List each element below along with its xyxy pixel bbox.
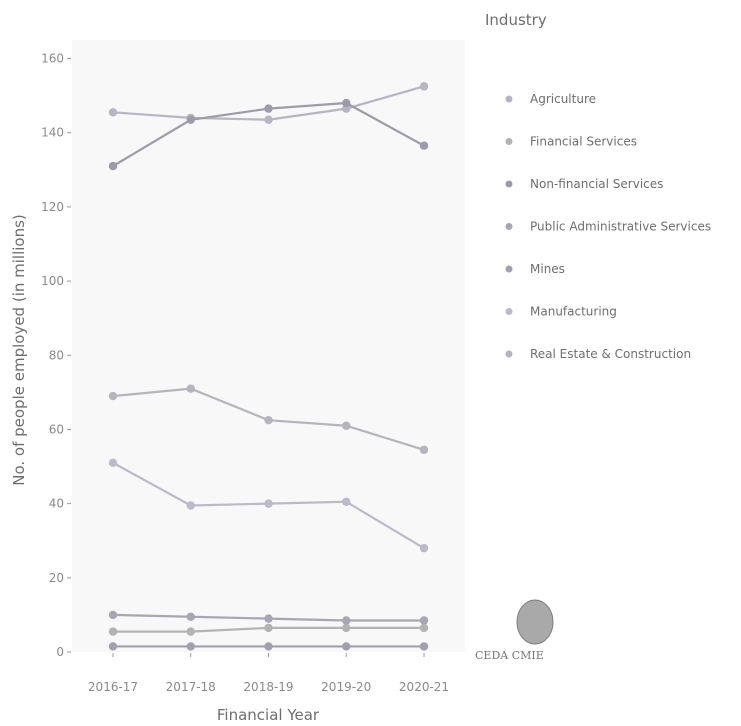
credit-text: CEDA CMIE: [475, 649, 544, 662]
x-tick-label: 2018-19: [243, 680, 293, 694]
globe-logo-icon: [516, 599, 554, 645]
y-tick-label: 40: [49, 497, 64, 511]
data-point: [342, 642, 351, 651]
series-layer: [108, 82, 429, 651]
legend-item: Agriculture: [505, 92, 596, 106]
data-point: [264, 115, 273, 124]
legend-label: Manufacturing: [530, 305, 617, 319]
data-point: [186, 612, 195, 621]
x-tick-label: 2020-21: [399, 680, 449, 694]
legend-marker: [505, 138, 513, 145]
x-axis: 2016-17 2017-18 2018-19 2019-20 2020-21: [88, 653, 449, 694]
data-point: [186, 642, 195, 651]
y-tick-label: 0: [56, 645, 64, 659]
series-manufacturing: [108, 458, 429, 553]
data-point: [264, 642, 273, 651]
data-point: [108, 642, 118, 651]
y-tick-label: 60: [49, 422, 64, 436]
data-point: [419, 642, 429, 651]
data-point: [264, 614, 273, 623]
data-point: [108, 458, 118, 468]
legend-marker: [505, 180, 513, 188]
data-point: [342, 616, 351, 625]
series-real-estate-construction: [108, 384, 429, 455]
data-point: [108, 108, 118, 117]
credit: CEDA CMIE: [475, 599, 554, 662]
data-point: [108, 627, 118, 636]
legend-label: Mines: [530, 262, 565, 276]
legend-label: Financial Services: [530, 135, 637, 149]
legend-title: Industry: [485, 11, 547, 29]
data-point: [419, 82, 429, 91]
data-point: [108, 610, 118, 620]
data-point: [264, 499, 273, 508]
series-financial-services: [108, 623, 429, 636]
data-point: [419, 141, 429, 150]
legend-label: Non-financial Services: [530, 177, 663, 191]
legend: Agriculture Financial Services Non-financi…: [505, 92, 711, 361]
legend-item: Mines: [505, 262, 565, 276]
legend-label: Real Estate & Construction: [530, 347, 691, 361]
legend-marker: [505, 308, 513, 315]
data-point: [186, 501, 195, 510]
y-tick-label: 140: [41, 126, 64, 140]
series-non-financial-services: [108, 98, 429, 171]
series-mines: [108, 642, 429, 651]
data-point: [419, 623, 429, 633]
legend-item: Manufacturing: [505, 305, 617, 319]
data-point: [342, 623, 351, 633]
legend-marker: [505, 350, 513, 358]
y-tick-label: 120: [41, 200, 64, 214]
y-tick-label: 20: [49, 571, 64, 585]
legend-marker: [505, 265, 513, 273]
legend-label: Public Administrative Services: [530, 220, 711, 234]
data-point: [264, 623, 273, 633]
x-tick-label: 2017-18: [166, 680, 216, 694]
data-point: [108, 391, 118, 401]
data-point: [186, 384, 195, 393]
legend-item: Real Estate & Construction: [505, 347, 691, 361]
data-point: [186, 627, 195, 636]
x-tick-label: 2019-20: [321, 680, 371, 694]
data-point: [342, 421, 351, 430]
plot-background: [72, 40, 465, 652]
legend-item: Financial Services: [505, 135, 637, 149]
x-axis-title: Financial Year: [217, 706, 320, 724]
y-axis: 0 20 40 60 80 100 120 140 160: [41, 52, 71, 659]
x-tick-label: 2016-17: [88, 680, 138, 694]
data-point: [186, 115, 195, 124]
data-point: [108, 161, 118, 171]
y-tick-label: 160: [41, 52, 64, 66]
data-point: [342, 497, 351, 506]
data-point: [264, 415, 273, 425]
legend-marker: [505, 95, 513, 103]
data-point: [419, 616, 429, 625]
plot-area: [72, 40, 465, 652]
data-point: [419, 543, 429, 553]
legend-marker: [505, 223, 513, 230]
data-point: [419, 445, 429, 455]
y-tick-label: 80: [49, 348, 64, 362]
data-point: [342, 98, 351, 108]
legend-item: Public Administrative Services: [505, 220, 711, 234]
data-point: [264, 104, 273, 113]
legend-item: Non-financial Services: [505, 177, 663, 191]
series-public-administrative-services: [108, 610, 429, 625]
legend-label: Agriculture: [530, 92, 596, 106]
y-axis-title: No. of people employed (in millions): [10, 214, 28, 486]
y-tick-label: 100: [41, 274, 64, 288]
